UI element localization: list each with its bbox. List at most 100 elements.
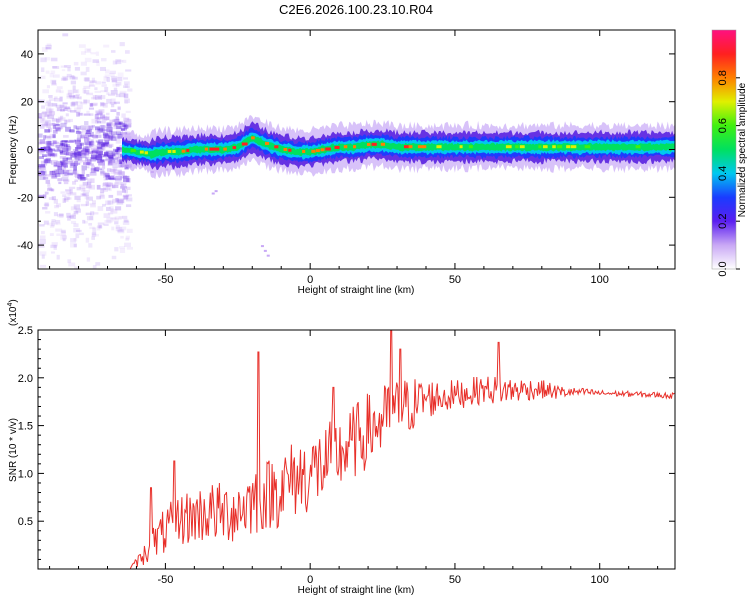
- spectrogram-cell: [92, 134, 99, 140]
- spectrogram-cell: [56, 118, 60, 123]
- spectrogram-cell: [46, 158, 51, 162]
- spectrogram-cell: [101, 58, 107, 62]
- snr-multiplier: (x104): [7, 299, 19, 326]
- spectrogram-cell: [62, 194, 67, 198]
- spectrogram-cell: [85, 212, 92, 216]
- spectrogram-cell: [44, 135, 51, 139]
- spectrogram-cell: [75, 158, 80, 162]
- spectrogram-cell: [47, 136, 52, 140]
- spectrogram-cell: [40, 170, 47, 173]
- spectrogram-cell: [57, 126, 63, 130]
- spectrogram-cell: [100, 188, 107, 191]
- spectrogram-cell: [96, 146, 104, 151]
- spectrogram-cell: [50, 251, 55, 254]
- spectrogram-cell: [124, 189, 128, 194]
- spectrogram-cell: [107, 187, 111, 191]
- spectrogram-cell: [60, 144, 68, 149]
- spectrogram-cell: [47, 114, 55, 119]
- spectrogram-cell: [60, 231, 66, 236]
- spectrogram-cell: [108, 194, 114, 198]
- spectrogram-cell: [55, 222, 61, 226]
- spectrogram-cell: [73, 243, 77, 248]
- spectrogram-cell: [110, 175, 115, 179]
- spectrogram-cell: [44, 129, 51, 133]
- spectrogram-cell: [43, 203, 50, 207]
- spectrogram-peak: [538, 145, 542, 149]
- spectrogram-cell: [45, 107, 52, 111]
- spectrogram-xtick-label: -50: [157, 274, 173, 286]
- spectrogram-cell: [126, 186, 131, 191]
- spectrogram-cell: [116, 157, 124, 162]
- spectrogram-cell: [118, 153, 122, 158]
- spectrogram-cell: [44, 191, 49, 195]
- spectrogram-cell: [82, 150, 87, 155]
- spectrogram-cell: [46, 154, 52, 158]
- spectrogram-cell: [63, 181, 69, 185]
- spectrogram-ylabel: Frequency (Hz): [8, 116, 19, 185]
- spectrogram-cell: [70, 102, 76, 107]
- spectrogram-cell: [91, 77, 95, 83]
- spectrogram-cell: [116, 160, 124, 164]
- spectrogram-cell: [62, 75, 69, 81]
- spectrogram-cell: [59, 115, 64, 120]
- spectrogram-cell: [112, 60, 118, 65]
- spectrogram-cell: [80, 174, 85, 179]
- spectrogram-cell: [89, 141, 93, 146]
- spectrogram-peak: [403, 145, 410, 149]
- spectrogram-cell: [55, 163, 61, 167]
- spectrogram-cell: [80, 203, 88, 207]
- spectrogram-cell: [104, 182, 112, 186]
- snr-panel: -50 0 50 100 0.5 1.0 1.5 2.0 2.5 Height of strai…: [7, 299, 676, 596]
- spectrogram-ytick-label: 40: [21, 49, 33, 61]
- spectrogram-cell: [73, 94, 79, 99]
- spectrogram-cell: [87, 159, 92, 164]
- spectrogram-cell: [90, 103, 97, 107]
- spectrogram-cell: [38, 133, 43, 138]
- spectrogram-cell: [112, 122, 116, 127]
- spectrogram-data: [38, 33, 675, 269]
- spectrogram-cell: [60, 105, 67, 109]
- spectrogram-cell: [62, 33, 69, 37]
- spectrogram-cell: [73, 210, 79, 215]
- spectrogram-cell: [120, 181, 127, 186]
- spectrogram-cell: [61, 140, 68, 143]
- spectrogram-cell: [89, 143, 94, 148]
- spectrogram-cell: [57, 214, 64, 218]
- spectrogram-cell: [65, 119, 71, 123]
- spectrogram-cell: [118, 150, 123, 153]
- spectrogram-peak: [204, 147, 208, 151]
- spectrogram-cell: [58, 213, 64, 217]
- spectrogram-cell: [77, 174, 83, 179]
- spectrogram-cell: [78, 156, 82, 161]
- spectrogram-cell: [80, 61, 87, 66]
- spectrogram-cell: [88, 81, 94, 86]
- spectrogram-cell: [124, 176, 128, 179]
- spectrogram-cell: [113, 160, 120, 164]
- spectrogram-cell: [70, 220, 77, 224]
- snr-xtick-label: -50: [157, 574, 173, 586]
- spectrogram-cell: [75, 173, 81, 179]
- spectrogram-cell: [107, 135, 114, 138]
- spectrogram-cell: [61, 147, 65, 151]
- spectrogram-cell: [100, 90, 107, 93]
- spectrogram-cell: [107, 123, 113, 126]
- spectrogram-cell: [106, 112, 110, 116]
- spectrogram-cell: [111, 255, 117, 260]
- spectrogram-cell: [89, 157, 97, 162]
- spectrogram-cell: [123, 196, 128, 199]
- spectrogram-cell: [47, 152, 55, 156]
- spectrogram-cell: [120, 127, 128, 131]
- spectrogram-cell: [94, 126, 100, 131]
- spectrogram-cell: [75, 140, 81, 145]
- spectrogram-cell: [55, 228, 63, 232]
- spectrogram-cell: [47, 102, 53, 107]
- spectrogram-cell: [39, 224, 45, 227]
- spectrogram-cell: [63, 179, 70, 182]
- spectrogram-cell: [69, 139, 76, 143]
- spectrogram-cell: [69, 95, 75, 100]
- spectrogram-cell: [117, 169, 122, 175]
- spectrogram-cell: [102, 129, 108, 132]
- spectrogram-cell: [109, 119, 114, 125]
- spectrogram-cell: [121, 187, 126, 191]
- spectrogram-cell: [62, 157, 69, 162]
